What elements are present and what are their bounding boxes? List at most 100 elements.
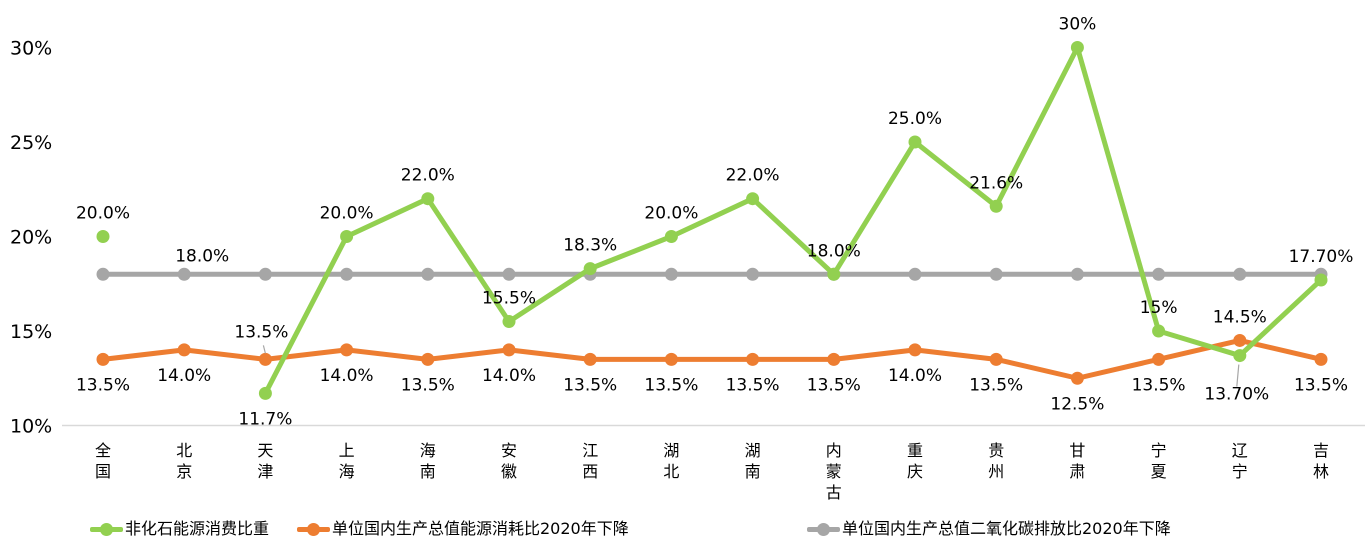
data-point-1: [1070, 371, 1084, 385]
data-label-0: 15%: [1140, 298, 1178, 318]
data-label-0: 20.0%: [644, 204, 698, 224]
data-label-0: 22.0%: [401, 166, 455, 186]
data-point-2: [746, 267, 760, 281]
data-label-1: 14.0%: [482, 366, 536, 386]
legend-dot-marker-gray: [817, 522, 830, 536]
data-point-2: [258, 267, 272, 281]
data-label-1: 13.5%: [401, 375, 455, 395]
x-category-label: 吉林: [1313, 441, 1329, 481]
data-label-1: 14.5%: [1213, 307, 1267, 327]
data-label-1: 13.5%: [76, 375, 130, 395]
data-point-0: [1314, 273, 1328, 287]
data-point-0: [340, 230, 354, 243]
data-point-0: [746, 192, 760, 206]
x-category-label: 宁夏: [1151, 441, 1167, 481]
label-leader-line: [262, 345, 266, 354]
legend-line-marker-green: [90, 522, 123, 536]
legend-item-nonfossil: 非化石能源消费比重: [90, 517, 269, 541]
data-label-1: 13.5%: [1132, 375, 1186, 395]
data-point-0: [664, 230, 678, 243]
data-point-2: [177, 267, 191, 281]
data-point-1: [340, 343, 354, 357]
y-tick-label: 25%: [10, 132, 52, 154]
legend-dot-marker-green: [100, 522, 113, 536]
legend-label: 非化石能源消费比重: [125, 519, 270, 538]
data-label-2: 18.0%: [175, 246, 229, 266]
data-point-2: [908, 267, 922, 281]
data-label-0: 15.5%: [482, 289, 536, 309]
y-tick-label: 30%: [10, 38, 52, 60]
data-point-2: [96, 267, 110, 281]
data-point-1: [502, 343, 516, 357]
data-label-0: 25.0%: [888, 109, 942, 129]
data-point-0: [421, 192, 435, 206]
data-point-2: [664, 267, 678, 281]
data-point-1: [583, 352, 597, 366]
data-point-1: [989, 352, 1003, 366]
data-label-0: 17.70%: [1289, 247, 1354, 267]
data-point-1: [1152, 352, 1166, 366]
data-label-0: 20.0%: [320, 204, 374, 224]
x-category-label: 重庆: [907, 441, 923, 481]
data-label-1: 14.0%: [157, 366, 211, 386]
series-line-1: [100, 337, 1324, 381]
data-point-1: [258, 352, 272, 366]
data-point-1: [1233, 333, 1247, 347]
legend-item-co2-intensity: 单位国内生产总值二氧化碳排放比2020年下降: [807, 517, 1171, 541]
data-label-0: 30%: [1059, 15, 1097, 35]
data-label-1: 14.0%: [888, 366, 942, 386]
data-point-0: [1233, 349, 1247, 363]
x-category-label: 甘肃: [1069, 441, 1085, 481]
data-point-0: [583, 262, 597, 276]
legend-label: 单位国内生产总值能源消耗比2020年下降: [332, 519, 629, 538]
data-point-1: [177, 343, 191, 357]
series-line-0: [262, 45, 1324, 396]
x-category-label: 天津: [257, 441, 273, 481]
data-point-0: [908, 135, 922, 149]
data-point-0: [989, 199, 1003, 213]
data-point-0: [1152, 324, 1166, 338]
data-label-1: 13.5%: [1294, 375, 1348, 395]
data-point-2: [1152, 267, 1166, 281]
data-label-1: 13.5%: [726, 375, 780, 395]
data-label-0: 22.0%: [726, 166, 780, 186]
data-point-2: [421, 267, 435, 281]
data-point-1: [908, 343, 922, 357]
x-category-label: 北京: [176, 441, 192, 481]
data-point-1: [96, 352, 110, 366]
data-label-0: 13.70%: [1204, 385, 1269, 405]
data-label-0: 20.0%: [76, 204, 130, 224]
data-label-0: 11.7%: [238, 409, 292, 429]
label-leader-line: [1236, 364, 1240, 387]
x-category-label: 贵州: [988, 441, 1004, 481]
legend-label: 单位国内生产总值二氧化碳排放比2020年下降: [842, 519, 1171, 538]
data-point-2: [1070, 267, 1084, 281]
y-tick-label: 10%: [10, 416, 52, 438]
data-label-1: 13.5%: [969, 375, 1023, 395]
data-point-2: [340, 267, 354, 281]
legend-line-marker-orange: [297, 522, 330, 536]
data-point-1: [827, 352, 841, 366]
data-point-0: [258, 386, 272, 400]
y-tick-label: 15%: [10, 321, 52, 343]
x-category-label: 江西: [582, 441, 598, 481]
data-point-2: [1233, 267, 1247, 281]
legend-dot-marker-orange: [307, 522, 320, 536]
data-point-1: [746, 352, 760, 366]
data-point-0: [1070, 41, 1084, 54]
data-label-1: 13.5%: [807, 375, 861, 395]
y-tick-label: 20%: [10, 227, 52, 249]
chart-legend: 非化石能源消费比重 单位国内生产总值能源消耗比2020年下降 单位国内生产总值二…: [0, 514, 1365, 548]
data-label-0: 18.0%: [807, 241, 861, 261]
data-label-1: 13.5%: [644, 375, 698, 395]
data-label-1: 12.5%: [1050, 394, 1104, 414]
data-point-0: [96, 230, 110, 243]
data-point-2: [502, 267, 516, 281]
data-label-0: 18.3%: [563, 236, 617, 256]
x-category-label: 内蒙古: [826, 441, 842, 502]
x-category-label: 上海: [339, 441, 355, 481]
data-label-1: 14.0%: [320, 366, 374, 386]
legend-item-energy-intensity: 单位国内生产总值能源消耗比2020年下降: [297, 517, 629, 541]
